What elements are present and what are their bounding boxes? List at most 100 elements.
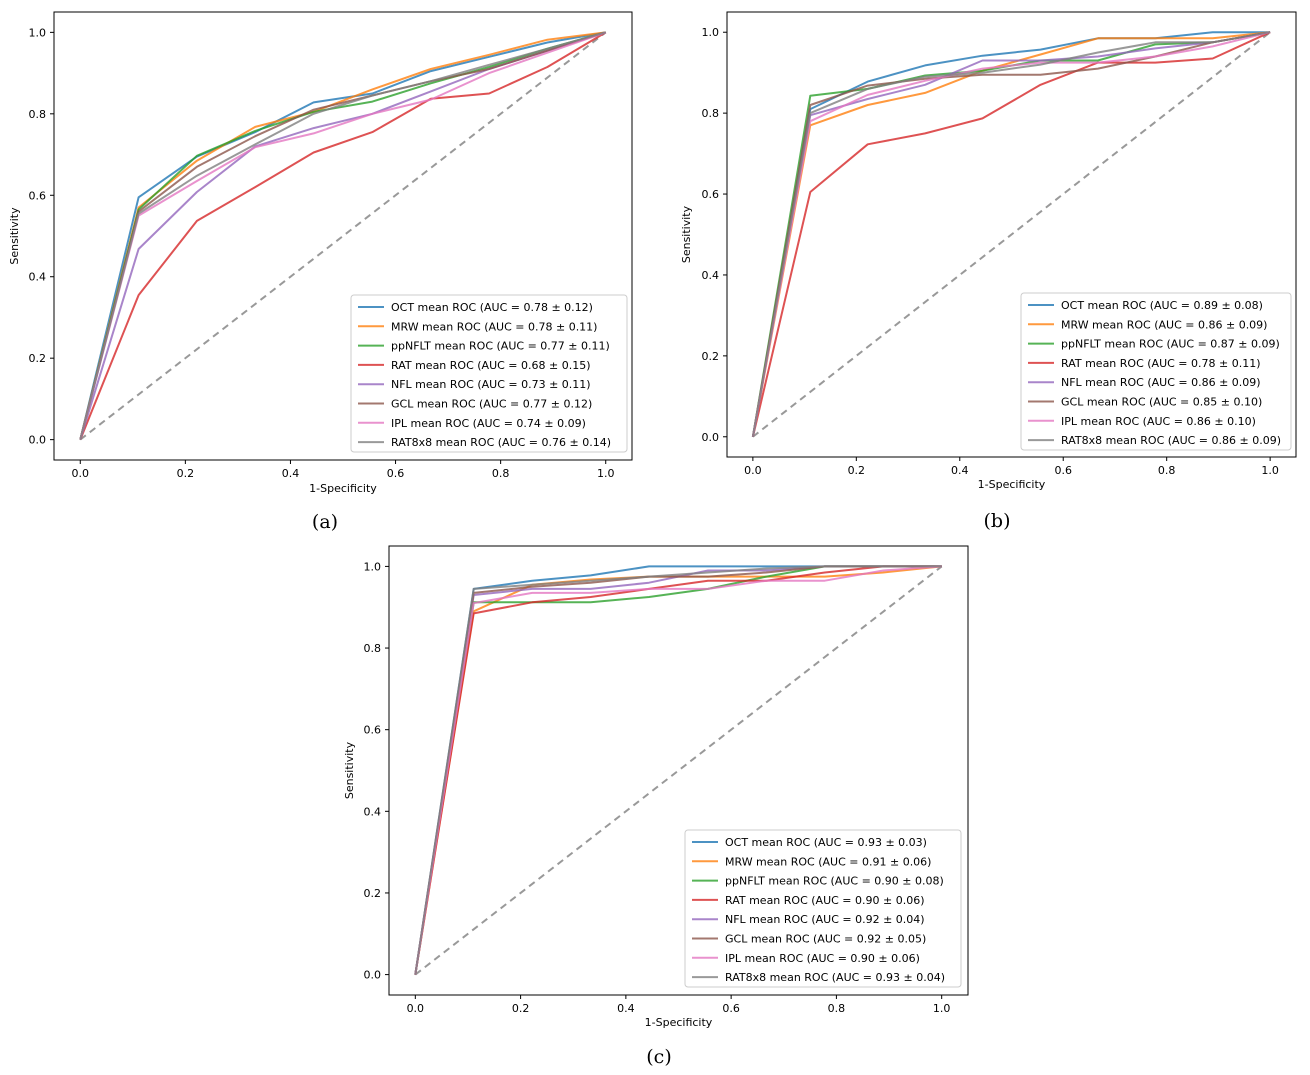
legend-entry-gcl: GCL mean ROC (AUC = 0.92 ± 0.05) <box>725 933 926 946</box>
x-tick-label: 0.8 <box>492 467 510 480</box>
x-axis-label: 1-Specificity <box>978 478 1046 491</box>
legend-entry-rat: RAT mean ROC (AUC = 0.90 ± 0.06) <box>725 894 925 907</box>
legend-entry-rat: RAT mean ROC (AUC = 0.78 ± 0.11) <box>1061 357 1261 370</box>
y-tick-label: 0.6 <box>364 724 382 737</box>
y-axis-label: Sensitivity <box>343 741 356 799</box>
roc-line-ipl <box>79 31 607 440</box>
y-axis-label: Sensitivity <box>8 207 21 265</box>
x-tick-label: 0.2 <box>512 1002 530 1015</box>
y-tick-label: 0.0 <box>364 969 382 982</box>
y-tick-label: 0.6 <box>702 188 720 201</box>
chance-diagonal-line <box>79 31 607 441</box>
y-axis-label: Sensitivity <box>680 205 693 263</box>
roc-line-mrw <box>751 31 1271 437</box>
plot-area-frame <box>53 11 633 461</box>
legend-entry-ppnflt: ppNFLT mean ROC (AUC = 0.87 ± 0.09) <box>1061 338 1280 351</box>
roc-line-ipl <box>414 565 942 975</box>
roc-line-gcl <box>751 31 1271 437</box>
x-tick-label: 0.6 <box>387 467 405 480</box>
legend-entry-rat: RAT mean ROC (AUC = 0.68 ± 0.15) <box>391 359 591 372</box>
legend-entry-mrw: MRW mean ROC (AUC = 0.91 ± 0.06) <box>725 855 931 868</box>
legend-entry-ppnflt: ppNFLT mean ROC (AUC = 0.90 ± 0.08) <box>725 875 944 888</box>
x-tick-label: 0.4 <box>617 1002 635 1015</box>
legend-entry-ipl: IPL mean ROC (AUC = 0.74 ± 0.09) <box>391 417 586 430</box>
legend-entry-ppnflt: ppNFLT mean ROC (AUC = 0.77 ± 0.11) <box>391 340 610 353</box>
x-tick-label: 0.4 <box>951 464 969 477</box>
roc-line-rat <box>751 31 1271 438</box>
y-tick-label: 0.0 <box>29 434 47 447</box>
chance-diagonal-line <box>414 565 943 976</box>
legend-entry-mrw: MRW mean ROC (AUC = 0.86 ± 0.09) <box>1061 318 1267 331</box>
x-tick-label: 0.0 <box>744 464 762 477</box>
y-tick-label: 0.8 <box>702 107 720 120</box>
legend-entry-oct: OCT mean ROC (AUC = 0.78 ± 0.12) <box>391 301 593 314</box>
roc-line-rat <box>414 565 942 975</box>
y-tick-label: 0.2 <box>702 350 720 363</box>
panel-label: (b) <box>984 510 1011 532</box>
panel-label: (a) <box>312 511 338 533</box>
legend-entry-gcl: GCL mean ROC (AUC = 0.77 ± 0.12) <box>391 398 592 411</box>
x-tick-label: 1.0 <box>933 1002 951 1015</box>
x-tick-label: 0.6 <box>722 1002 740 1015</box>
legend-entry-rat8x8: RAT8x8 mean ROC (AUC = 0.86 ± 0.09) <box>1061 434 1281 447</box>
chance-diagonal-line <box>752 31 1271 438</box>
x-axis-label: 1-Specificity <box>309 482 377 495</box>
y-tick-label: 0.2 <box>364 887 382 900</box>
x-tick-label: 0.0 <box>72 467 90 480</box>
x-tick-label: 1.0 <box>597 467 615 480</box>
roc-panel-a: 0.0 0.2 0.4 0.6 0.8 1.0 0.0 0.2 0.4 0.6 0.8 1.0 1-Sp… <box>8 11 633 533</box>
legend: OCT mean ROC (AUC = 0.89 ± 0.08) MRW mean… <box>1020 292 1292 451</box>
legend-entry-nfl: NFL mean ROC (AUC = 0.92 ± 0.04) <box>725 913 925 926</box>
roc-line-ipl <box>751 31 1271 437</box>
x-tick-label: 1.0 <box>1261 464 1279 477</box>
y-tick-label: 0.6 <box>29 189 47 202</box>
y-tick-label: 0.8 <box>364 642 382 655</box>
x-axis-label: 1-Specificity <box>645 1016 713 1029</box>
panel-label: (c) <box>646 1046 671 1068</box>
x-tick-label: 0.8 <box>828 1002 846 1015</box>
roc-line-rat8x8 <box>79 31 606 440</box>
x-tick-label: 0.2 <box>848 464 866 477</box>
legend: OCT mean ROC (AUC = 0.78 ± 0.12) MRW mean… <box>350 294 628 453</box>
roc-line-oct <box>79 31 606 440</box>
legend-entry-ipl: IPL mean ROC (AUC = 0.90 ± 0.06) <box>725 952 920 965</box>
legend-entry-oct: OCT mean ROC (AUC = 0.93 ± 0.03) <box>725 836 927 849</box>
y-tick-label: 0.4 <box>364 805 382 818</box>
y-tick-label: 0.4 <box>702 269 720 282</box>
roc-line-ppnflt <box>79 31 606 440</box>
legend-entry-rat8x8: RAT8x8 mean ROC (AUC = 0.93 ± 0.04) <box>725 971 945 984</box>
x-tick-label: 0.8 <box>1158 464 1176 477</box>
x-tick-label: 0.0 <box>407 1002 425 1015</box>
legend-entry-nfl: NFL mean ROC (AUC = 0.86 ± 0.09) <box>1061 376 1261 389</box>
x-tick-label: 0.6 <box>1054 464 1072 477</box>
y-tick-label: 1.0 <box>364 560 382 573</box>
legend-frame <box>1020 292 1292 451</box>
legend-entry-oct: OCT mean ROC (AUC = 0.89 ± 0.08) <box>1061 299 1263 312</box>
roc-line-rat8x8 <box>414 565 942 975</box>
roc-line-rat8x8 <box>751 31 1271 437</box>
legend-frame <box>350 294 628 453</box>
x-tick-label: 0.2 <box>177 467 195 480</box>
y-tick-label: 0.0 <box>702 431 720 444</box>
y-tick-label: 0.2 <box>29 352 47 365</box>
legend-entry-rat8x8: RAT8x8 mean ROC (AUC = 0.76 ± 0.14) <box>391 436 611 449</box>
roc-line-rat <box>79 31 607 440</box>
legend: OCT mean ROC (AUC = 0.93 ± 0.03) MRW mean… <box>684 829 962 988</box>
roc-line-mrw <box>79 31 606 440</box>
plot-area-frame <box>726 11 1297 458</box>
y-tick-label: 0.8 <box>29 108 47 121</box>
plot-area-frame <box>388 545 969 996</box>
legend-frame <box>684 829 962 988</box>
legend-entry-gcl: GCL mean ROC (AUC = 0.85 ± 0.10) <box>1061 396 1262 409</box>
y-tick-label: 1.0 <box>29 26 47 39</box>
y-tick-label: 1.0 <box>702 26 720 39</box>
y-tick-label: 0.4 <box>29 271 47 284</box>
roc-panel-b: 0.0 0.2 0.4 0.6 0.8 1.0 0.0 0.2 0.4 0.6 0.8 1.0 1-Sp… <box>680 11 1297 532</box>
roc-line-gcl <box>79 31 606 440</box>
x-tick-label: 0.4 <box>282 467 300 480</box>
roc-panel-c: 0.0 0.2 0.4 0.6 0.8 1.0 0.0 0.2 0.4 0.6 0.8 1.0 1-Sp… <box>343 545 969 1068</box>
legend-entry-nfl: NFL mean ROC (AUC = 0.73 ± 0.11) <box>391 378 591 391</box>
legend-entry-mrw: MRW mean ROC (AUC = 0.78 ± 0.11) <box>391 320 597 333</box>
legend-entry-ipl: IPL mean ROC (AUC = 0.86 ± 0.10) <box>1061 415 1256 428</box>
